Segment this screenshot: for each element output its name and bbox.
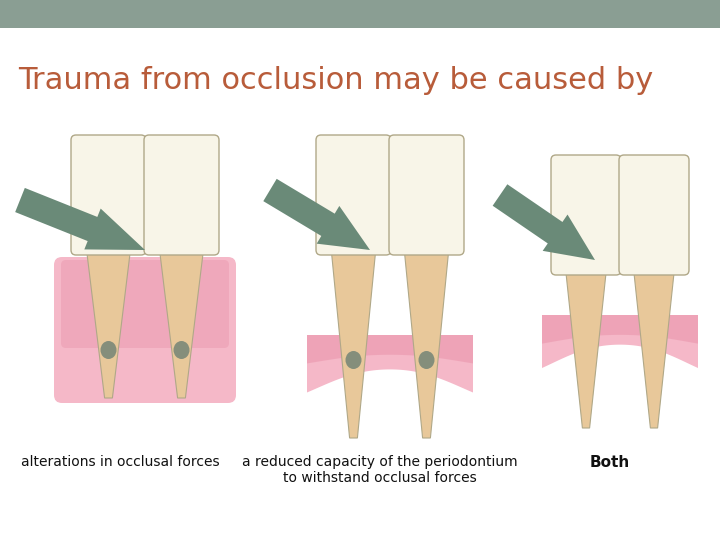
Polygon shape [307, 335, 473, 393]
Text: a reduced capacity of the periodontium
to withstand occlusal forces: a reduced capacity of the periodontium t… [242, 455, 518, 485]
Polygon shape [403, 238, 450, 438]
FancyBboxPatch shape [551, 155, 621, 275]
Polygon shape [542, 315, 698, 343]
Polygon shape [307, 335, 473, 363]
FancyBboxPatch shape [54, 257, 236, 403]
Polygon shape [15, 188, 145, 250]
Polygon shape [492, 184, 595, 260]
Polygon shape [264, 179, 370, 250]
Ellipse shape [346, 351, 361, 369]
FancyBboxPatch shape [61, 260, 229, 348]
Ellipse shape [101, 341, 117, 359]
Text: Both: Both [590, 455, 630, 470]
Ellipse shape [174, 341, 189, 359]
FancyBboxPatch shape [619, 155, 689, 275]
Polygon shape [632, 258, 675, 428]
Bar [0, 0, 720, 28]
Polygon shape [542, 315, 698, 368]
FancyBboxPatch shape [389, 135, 464, 255]
FancyBboxPatch shape [316, 135, 391, 255]
Polygon shape [564, 258, 608, 428]
Text: Trauma from occlusion may be caused by: Trauma from occlusion may be caused by [18, 66, 653, 95]
FancyBboxPatch shape [71, 135, 146, 255]
Polygon shape [85, 238, 132, 398]
Text: alterations in occlusal forces: alterations in occlusal forces [21, 455, 220, 469]
FancyBboxPatch shape [144, 135, 219, 255]
Polygon shape [158, 238, 205, 398]
Polygon shape [330, 238, 377, 438]
Ellipse shape [418, 351, 434, 369]
